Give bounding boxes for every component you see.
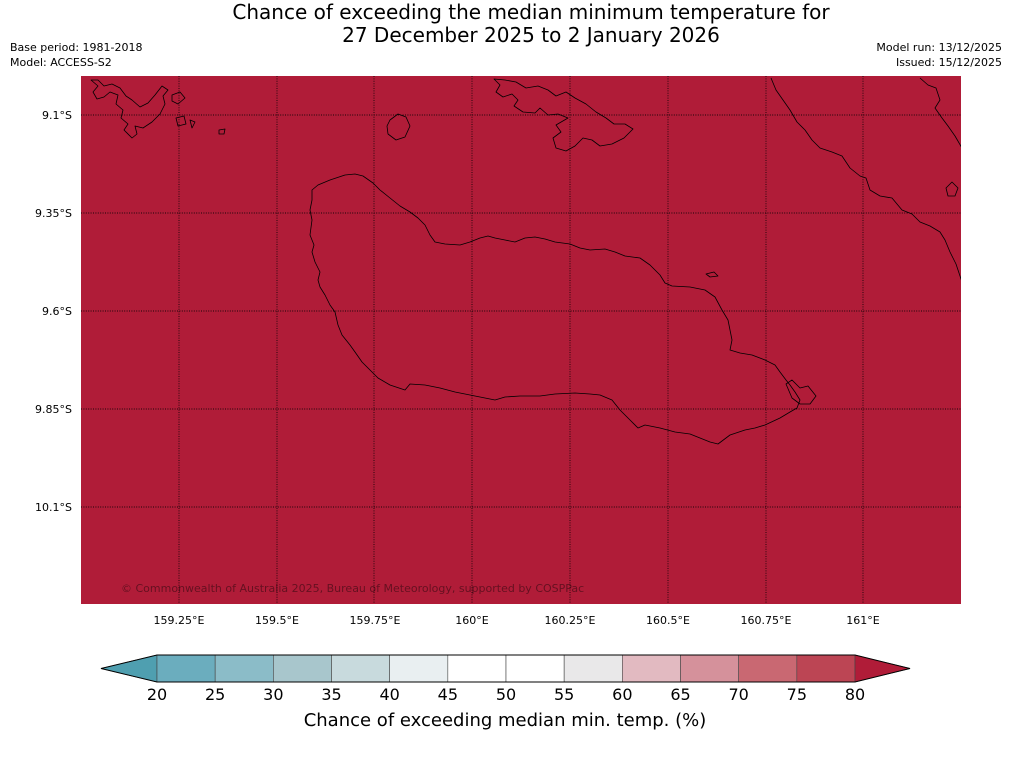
coastline-islet-4 bbox=[218, 128, 226, 135]
colorbar-tick-label: 45 bbox=[438, 685, 458, 704]
colorbar-segment bbox=[563, 654, 623, 683]
coastline-islet-1 bbox=[171, 91, 186, 105]
title-line-2: 27 December 2025 to 2 January 2026 bbox=[342, 23, 720, 47]
colorbar-tick-label: 25 bbox=[205, 685, 225, 704]
map-panel: © Commonwealth of Australia 2025, Bureau… bbox=[81, 76, 961, 604]
lon-label: 160°E bbox=[455, 614, 488, 627]
gridlines bbox=[81, 76, 961, 604]
colorbar-segment bbox=[156, 654, 216, 683]
lat-label: 9.6°S bbox=[42, 305, 72, 318]
colorbar bbox=[100, 654, 911, 683]
lon-label: 159.5°E bbox=[255, 614, 299, 627]
colorbar-extension-high bbox=[854, 654, 911, 683]
colorbar-ticks: 20 25 30 35 40 45 50 55 60 65 70 75 80 bbox=[147, 685, 865, 704]
coastline-florida-islands bbox=[493, 78, 634, 152]
lon-label: 161°E bbox=[846, 614, 879, 627]
coastline-guadalcanal bbox=[309, 173, 801, 445]
colorbar-segment bbox=[331, 654, 390, 683]
colorbar-segment bbox=[273, 654, 332, 683]
lon-labels: 159.25°E 159.5°E 159.75°E 160°E 160.25°E… bbox=[154, 614, 880, 627]
coastline-northeast bbox=[919, 77, 961, 148]
colorbar-outline bbox=[100, 654, 911, 683]
colorbar-tick-label: 75 bbox=[787, 685, 807, 704]
colorbar-segment bbox=[214, 654, 274, 683]
colorbar-tick-label: 20 bbox=[147, 685, 167, 704]
lat-label: 9.1°S bbox=[42, 109, 72, 122]
colorbar-tick-label: 35 bbox=[321, 685, 341, 704]
coastline-islet-5 bbox=[945, 181, 959, 197]
lat-label: 9.35°S bbox=[35, 207, 72, 220]
colorbar-segment bbox=[389, 654, 449, 683]
model-run: Model run: 13/12/2025 bbox=[876, 41, 1002, 54]
colorbar-segment bbox=[505, 654, 565, 683]
lon-label: 160.5°E bbox=[646, 614, 690, 627]
lat-label: 9.85°S bbox=[35, 403, 72, 416]
colorbar-tick-label: 70 bbox=[728, 685, 748, 704]
colorbar-segment bbox=[622, 654, 681, 683]
colorbar-extension-low bbox=[100, 654, 158, 683]
lon-label: 160.75°E bbox=[741, 614, 792, 627]
colorbar-segment bbox=[680, 654, 739, 683]
colorbar-tick-label: 50 bbox=[496, 685, 516, 704]
coastlines bbox=[90, 77, 961, 445]
colorbar-tick-label: 30 bbox=[263, 685, 283, 704]
colorbar-tick-label: 60 bbox=[612, 685, 632, 704]
title-line-1: Chance of exceeding the median minimum t… bbox=[232, 0, 830, 24]
colorbar-segment bbox=[447, 654, 507, 683]
base-period: Base period: 1981-2018 bbox=[10, 41, 142, 54]
map-fill bbox=[81, 76, 961, 604]
lat-label: 10.1°S bbox=[35, 501, 72, 514]
issued-date: Issued: 15/12/2025 bbox=[896, 56, 1002, 69]
colorbar-tick-label: 65 bbox=[670, 685, 690, 704]
coastline-small-islet bbox=[705, 271, 719, 278]
colorbar-tick-label: 55 bbox=[554, 685, 574, 704]
copyright-notice: © Commonwealth of Australia 2025, Bureau… bbox=[121, 582, 584, 595]
coastline-marau-islets bbox=[785, 379, 817, 405]
colorbar-label: Chance of exceeding median min. temp. (%… bbox=[304, 710, 707, 731]
coastline-russell-islands bbox=[90, 79, 169, 139]
lon-label: 159.75°E bbox=[350, 614, 401, 627]
colorbar-segment bbox=[738, 654, 798, 683]
lon-label: 159.25°E bbox=[154, 614, 205, 627]
colorbar-tick-label: 80 bbox=[845, 685, 865, 704]
lon-label: 160.25°E bbox=[545, 614, 596, 627]
coastline-islet-3 bbox=[189, 119, 196, 129]
colorbar-tick-label: 40 bbox=[379, 685, 399, 704]
colorbar-segment bbox=[796, 654, 856, 683]
model-name: Model: ACCESS-S2 bbox=[10, 56, 112, 69]
coastline-malaita bbox=[770, 77, 961, 281]
coastline-islet-2 bbox=[175, 115, 187, 127]
lat-labels: 9.1°S 9.35°S 9.6°S 9.85°S 10.1°S bbox=[35, 109, 72, 514]
